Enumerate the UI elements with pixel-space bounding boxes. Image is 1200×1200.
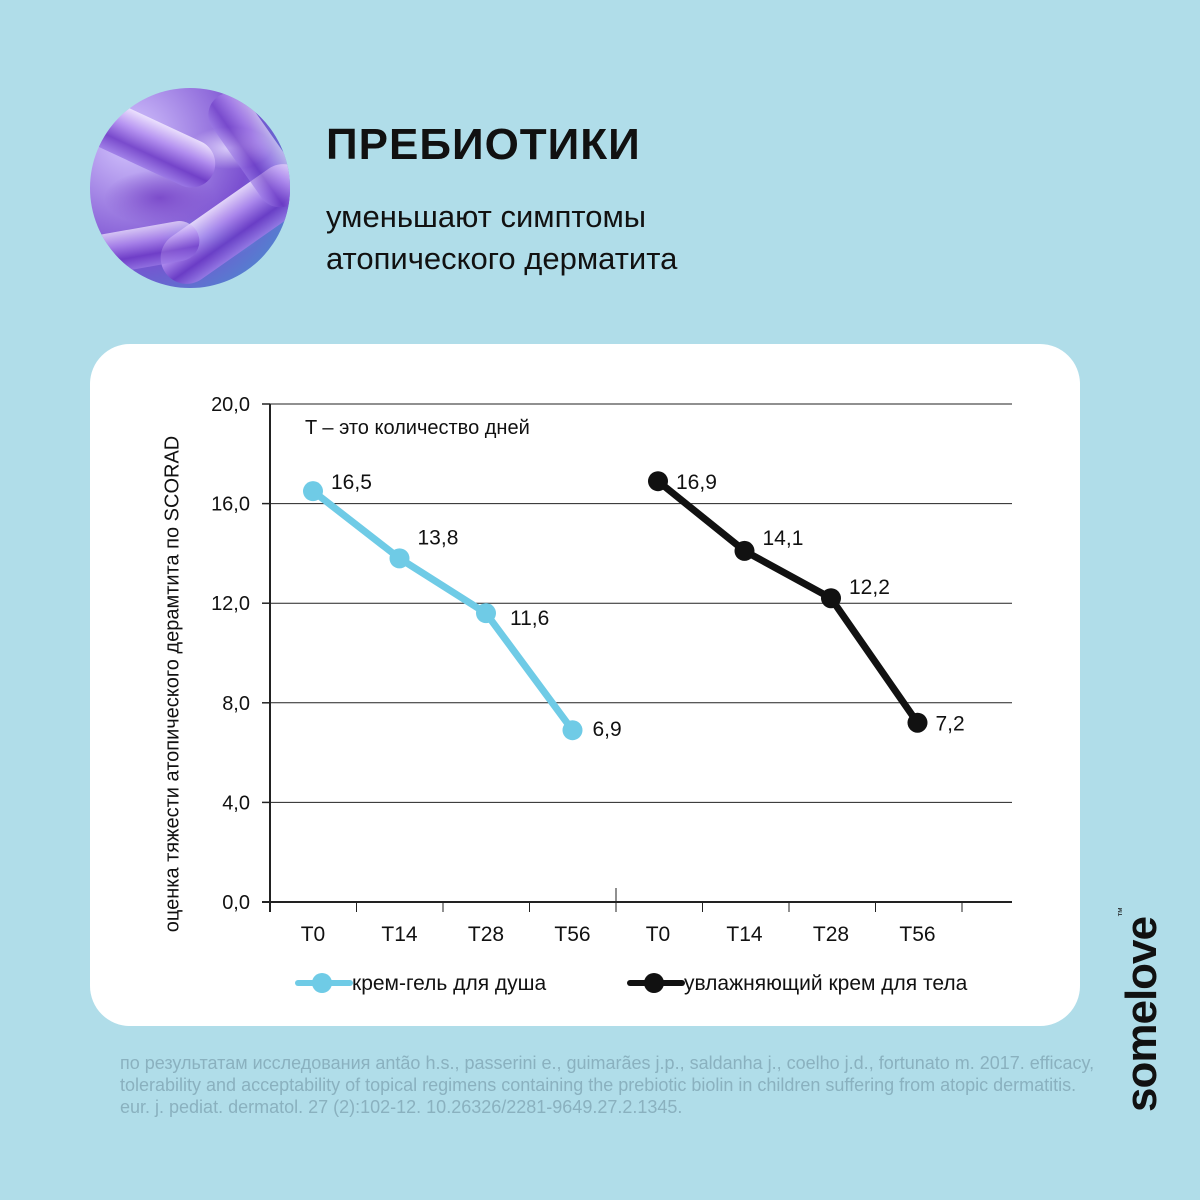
- source-citation: по результатам исследования antão h.s., …: [120, 1053, 1095, 1117]
- data-point: [734, 540, 755, 561]
- x-tick-label: T28: [468, 923, 504, 946]
- x-tick-label: T56: [554, 923, 590, 946]
- data-point: [907, 712, 928, 733]
- data-label: 11,6: [510, 607, 549, 630]
- y-axis-label: оценка тяжести атопического дерамтита по…: [161, 435, 184, 933]
- chart-card: [90, 344, 1080, 1026]
- legend-label: увлажняющий крем для тела: [684, 972, 968, 995]
- y-tick-label: 12,0: [211, 593, 250, 615]
- x-tick-label: T56: [899, 923, 935, 946]
- data-point: [303, 481, 323, 502]
- data-label: 7,2: [936, 713, 965, 736]
- data-point: [648, 471, 668, 492]
- x-tick-label: T0: [646, 923, 671, 946]
- page-title: ПРЕБИОТИКИ: [326, 120, 641, 169]
- data-point: [476, 603, 496, 624]
- x-tick-label: T14: [381, 923, 418, 946]
- trademark-mark: ™: [1117, 908, 1128, 918]
- y-tick-label: 20,0: [211, 394, 250, 416]
- series-line-1: [309, 487, 576, 734]
- data-point: [821, 588, 841, 609]
- bacteria-image: [90, 88, 290, 288]
- page-subtitle: уменьшают симптомы атопического дерматит…: [326, 196, 846, 280]
- y-tick-label: 4,0: [222, 792, 250, 814]
- subtitle-line-1: уменьшают симптомы: [326, 199, 647, 234]
- x-tick-label: T14: [726, 923, 763, 946]
- data-label: 14,1: [763, 527, 804, 550]
- legend-label: крем-гель для душа: [352, 972, 546, 995]
- series-line-2: [654, 477, 921, 727]
- y-tick-label: 8,0: [222, 693, 250, 715]
- subtitle-line-2: атопического дерматита: [326, 241, 678, 276]
- chart-annotation: T – это количество дней: [305, 417, 530, 439]
- data-label: 6,9: [593, 718, 622, 741]
- brand-logo: somelove™: [1117, 908, 1167, 1112]
- brand-name: somelove: [1117, 917, 1166, 1112]
- data-label: 16,9: [676, 471, 717, 494]
- legend-swatch-marker: [644, 973, 664, 993]
- data-point: [562, 720, 583, 741]
- x-tick-label: T0: [301, 923, 326, 946]
- y-tick-label: 0,0: [222, 892, 250, 914]
- x-tick-label: T28: [813, 923, 849, 946]
- y-tick-label: 16,0: [211, 494, 250, 516]
- data-point: [389, 548, 410, 569]
- data-label: 13,8: [418, 526, 459, 549]
- data-label: 12,2: [849, 576, 890, 599]
- legend-swatch-marker: [312, 973, 332, 993]
- data-label: 16,5: [331, 471, 372, 494]
